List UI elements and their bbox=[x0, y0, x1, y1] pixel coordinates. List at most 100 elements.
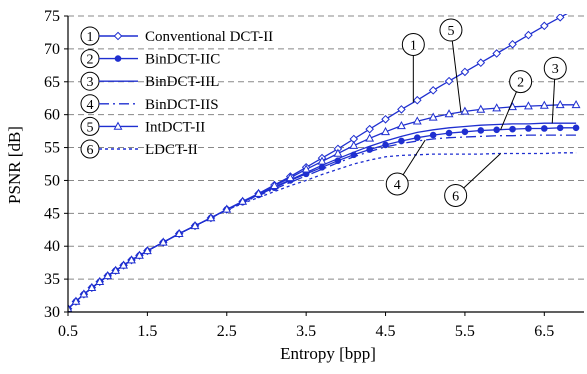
point-series-1 bbox=[524, 30, 533, 40]
point-series-2 bbox=[398, 137, 405, 145]
point-series-5 bbox=[79, 289, 89, 298]
point-series-5 bbox=[444, 109, 454, 118]
point-series-2 bbox=[477, 127, 485, 134]
callout-circle-6 bbox=[444, 183, 468, 207]
callout-label-1: 1 bbox=[410, 38, 417, 53]
point-series-5 bbox=[285, 172, 295, 182]
point-series-5 bbox=[174, 228, 184, 238]
legend-number: 3 bbox=[87, 75, 94, 90]
legend-label: BinDCT-IIL bbox=[145, 74, 219, 90]
legend-label: BinDCT-IIS bbox=[145, 97, 219, 113]
point-series-2 bbox=[334, 157, 342, 165]
x-tick-label: 5.5 bbox=[455, 323, 475, 340]
point-series-5 bbox=[412, 116, 422, 125]
point-series-2 bbox=[461, 128, 469, 136]
y-tick-label: 35 bbox=[44, 271, 60, 288]
point-series-5 bbox=[476, 104, 486, 113]
legend-marker-1 bbox=[113, 31, 123, 41]
point-series-2 bbox=[350, 151, 358, 159]
callout-label-4: 4 bbox=[394, 178, 401, 193]
point-series-1 bbox=[397, 105, 406, 114]
point-series-5 bbox=[492, 103, 502, 112]
callout-circle-1 bbox=[401, 32, 425, 56]
point-series-5 bbox=[254, 188, 263, 197]
y-tick-label: 40 bbox=[44, 238, 60, 255]
point-series-2 bbox=[509, 125, 516, 133]
point-series-5 bbox=[222, 204, 232, 213]
callout-circle-5 bbox=[439, 18, 463, 42]
point-series-5 bbox=[71, 296, 81, 305]
callout-label-2: 2 bbox=[517, 76, 524, 91]
point-series-1 bbox=[412, 95, 422, 105]
point-series-2 bbox=[318, 163, 326, 171]
y-tick-label: 70 bbox=[44, 41, 60, 58]
legend-number: 4 bbox=[87, 98, 94, 113]
point-series-5 bbox=[365, 133, 375, 142]
legend-number: 5 bbox=[87, 120, 94, 135]
point-series-5 bbox=[269, 180, 279, 190]
legend-marker-5 bbox=[113, 121, 123, 130]
callout-circle-2 bbox=[509, 70, 533, 94]
legend-label: Conventional DCT-II bbox=[145, 29, 273, 45]
point-series-5 bbox=[396, 121, 406, 130]
point-series-5 bbox=[523, 101, 533, 110]
point-series-2 bbox=[366, 146, 373, 153]
x-tick-label: 6.5 bbox=[534, 323, 554, 340]
point-series-1 bbox=[555, 14, 565, 22]
point-series-5 bbox=[87, 282, 97, 291]
point-series-5 bbox=[333, 148, 343, 157]
legend-number: 2 bbox=[87, 53, 94, 68]
point-series-2 bbox=[525, 125, 532, 132]
point-series-5 bbox=[555, 99, 565, 109]
point-series-5 bbox=[158, 237, 168, 246]
grid-lines bbox=[68, 15, 584, 280]
point-series-5 bbox=[135, 250, 144, 259]
axes bbox=[64, 15, 584, 316]
point-series-2 bbox=[413, 134, 421, 141]
callout-label-6: 6 bbox=[452, 189, 459, 204]
point-series-5 bbox=[142, 245, 152, 255]
point-series-5 bbox=[539, 100, 549, 109]
callout-label-5: 5 bbox=[447, 24, 454, 39]
point-series-5 bbox=[103, 270, 113, 280]
legend-label: BinDCT-IIC bbox=[145, 52, 220, 68]
callout-label-3: 3 bbox=[552, 62, 559, 77]
point-series-2 bbox=[493, 126, 500, 134]
y-tick-label: 55 bbox=[44, 140, 60, 157]
point-series-1 bbox=[444, 76, 454, 86]
point-series-2 bbox=[541, 125, 548, 132]
point-series-5 bbox=[349, 140, 359, 149]
point-series-5 bbox=[317, 156, 327, 165]
point-series-1 bbox=[492, 49, 501, 58]
point-series-1 bbox=[428, 86, 438, 95]
x-tick-label: 1.5 bbox=[137, 323, 157, 340]
x-tick-label: 0.5 bbox=[58, 323, 78, 340]
point-series-5 bbox=[68, 303, 73, 312]
point-series-1 bbox=[476, 58, 486, 68]
series-line-6 bbox=[68, 152, 577, 310]
callout-circle-3 bbox=[543, 56, 567, 80]
legend-marker-2 bbox=[114, 55, 122, 62]
y-tick-label: 65 bbox=[44, 74, 60, 91]
y-tick-label: 50 bbox=[44, 172, 60, 189]
callout-circle-4 bbox=[385, 172, 409, 196]
curve-annotations: 1 5 2 3 4 6 bbox=[385, 18, 567, 207]
point-series-5 bbox=[206, 213, 216, 222]
legend-label: IntDCT-II bbox=[145, 119, 205, 135]
point-series-5 bbox=[381, 126, 390, 136]
point-series-1 bbox=[572, 5, 579, 12]
y-tick-label: 60 bbox=[44, 107, 60, 124]
point-series-5 bbox=[111, 265, 121, 274]
y-tick-label: 45 bbox=[44, 205, 60, 222]
point-series-5 bbox=[127, 255, 136, 264]
series-markers bbox=[68, 5, 581, 312]
point-series-1 bbox=[381, 114, 390, 124]
point-series-5 bbox=[119, 260, 129, 269]
legend-number: 1 bbox=[87, 30, 94, 45]
point-series-2 bbox=[556, 124, 564, 132]
callout-leader-5 bbox=[450, 29, 462, 113]
point-series-1 bbox=[460, 67, 470, 77]
point-series-2 bbox=[445, 129, 453, 137]
point-series-5 bbox=[190, 220, 200, 230]
